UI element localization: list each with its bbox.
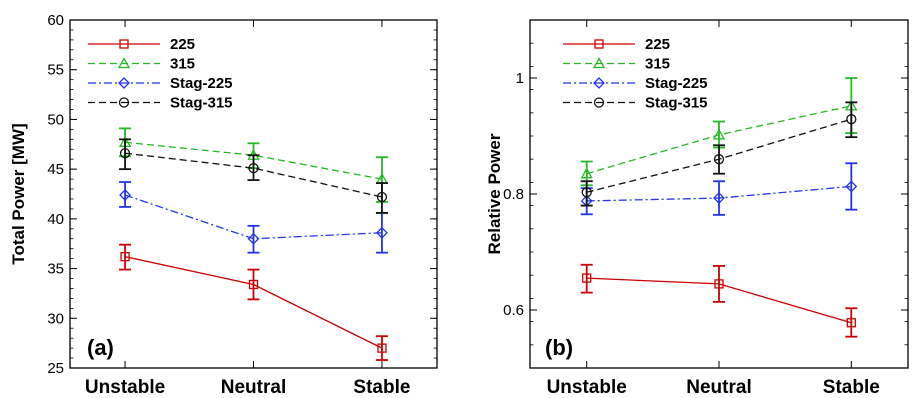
legend-label: Stag-315 — [170, 95, 233, 112]
series-stag-225 — [580, 162, 858, 216]
data-point — [119, 189, 131, 201]
data-point — [712, 128, 726, 140]
y-tick-label: 25 — [47, 360, 64, 377]
legend-swatch-marker — [593, 77, 605, 89]
y-tick-label: 35 — [47, 261, 64, 278]
y-tick-label: 60 — [47, 12, 64, 29]
legend-swatch-marker — [117, 57, 131, 69]
legend-swatch-marker — [592, 57, 606, 69]
legend-label: Stag-225 — [170, 75, 233, 92]
data-point — [248, 162, 259, 174]
panel-label: (a) — [87, 335, 114, 360]
y-tick-label: 50 — [47, 111, 64, 128]
data-point — [714, 279, 724, 289]
x-category-label: Stable — [823, 377, 880, 398]
legend-swatch-marker — [594, 39, 604, 49]
y-tick-label: 40 — [47, 211, 64, 228]
data-point — [580, 167, 593, 179]
data-point — [248, 279, 259, 290]
series-stag-315 — [119, 138, 388, 214]
x-category-label: Unstable — [547, 377, 627, 398]
legend: 225 315 Stag-225 Stag-315 — [88, 36, 233, 112]
data-point — [713, 154, 725, 165]
series-stag-315 — [580, 101, 858, 207]
legend-label: 225 — [645, 36, 670, 53]
y-tick-label: 0.8 — [503, 186, 524, 203]
series-stag-225 — [119, 181, 388, 254]
y-tick-label: 0.6 — [503, 302, 524, 319]
legend: 225 315 Stag-225 Stag-315 — [563, 36, 708, 112]
data-point — [845, 180, 858, 193]
data-point — [120, 251, 130, 262]
y-tick-label: 30 — [47, 310, 64, 327]
x-category-label: Neutral — [686, 377, 751, 398]
series-225 — [119, 243, 388, 361]
legend-label: Stag-225 — [645, 75, 708, 92]
legend-swatch-marker — [593, 97, 605, 108]
panel-a: 25 30 35 40 45 50 55 60 Unstable Neutral Stable Tot… — [9, 12, 438, 398]
data-point — [582, 273, 592, 283]
data-point — [581, 187, 592, 198]
x-category-label: Stable — [353, 377, 410, 398]
data-point — [846, 318, 856, 328]
data-point — [119, 148, 131, 159]
legend-swatch-marker — [118, 97, 130, 108]
x-category-label: Neutral — [221, 377, 286, 398]
series-225 — [580, 263, 858, 338]
x-category-label: Unstable — [85, 377, 165, 398]
data-point — [846, 114, 857, 125]
data-point — [376, 226, 388, 239]
panel-label: (b) — [545, 335, 573, 360]
data-point — [247, 232, 260, 245]
y-tick-label: 55 — [47, 62, 64, 79]
legend-label: Stag-315 — [645, 95, 708, 112]
y-tick-label: 1 — [516, 70, 524, 87]
legend-swatch-marker — [119, 39, 129, 49]
y-axis-title: Relative Power — [485, 133, 504, 254]
legend-label: 315 — [645, 56, 670, 73]
legend-swatch-marker — [118, 77, 130, 89]
panel-b: 0.6 0.8 1 Unstable Neutral Stable Relative Pow… — [485, 19, 909, 398]
data-point — [713, 192, 725, 204]
data-point — [376, 191, 388, 203]
y-tick-label: 45 — [47, 161, 64, 178]
legend-label: 315 — [170, 56, 195, 73]
data-point — [377, 343, 387, 353]
y-axis-title: Total Power [MW] — [9, 123, 28, 264]
legend-label: 225 — [170, 36, 195, 53]
